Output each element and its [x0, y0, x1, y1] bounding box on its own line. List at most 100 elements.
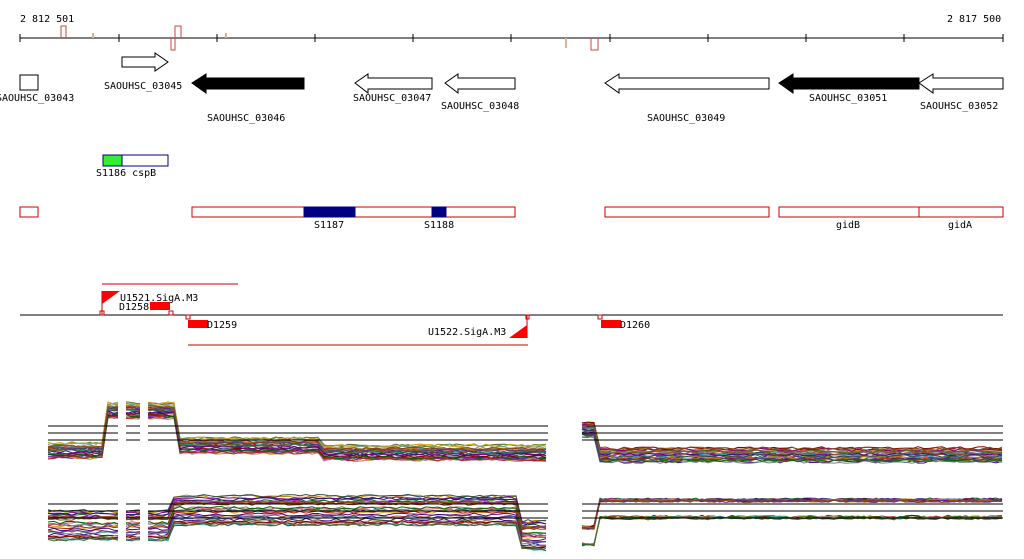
gene-saouhsc-03052[interactable]: SAOUHSC_03052: [918, 73, 1004, 112]
profile-line: [47, 408, 547, 455]
profile-line: [581, 515, 1003, 546]
profile-line: [581, 515, 1003, 547]
profile-line: [581, 497, 1003, 529]
gene-saouhsc-03045[interactable]: SAOUHSC_03045: [104, 52, 182, 92]
region-label: gidA: [948, 220, 972, 231]
region-label: gidB: [836, 220, 860, 231]
axis-start-label: 2 812 501: [20, 14, 74, 25]
profile-line: [47, 519, 547, 548]
gene-label: SAOUHSC_03051: [809, 93, 887, 104]
terminator-label: D1259: [207, 320, 237, 331]
profile-line: [581, 429, 1003, 459]
profile-line: [581, 428, 1003, 457]
gene-label: SAOUHSC_03045: [104, 81, 182, 92]
profile-line: [581, 433, 1003, 462]
profile-line: [581, 498, 1003, 529]
profile-line: [581, 426, 1003, 456]
gene-label: SAOUHSC_03052: [920, 101, 998, 112]
profile-line: [581, 515, 1003, 546]
gene-saouhsc-03049[interactable]: SAOUHSC_03049: [604, 73, 770, 124]
region-s1188[interactable]: [431, 206, 447, 218]
profile-gap: [140, 392, 148, 462]
profile-line: [581, 514, 1003, 546]
profile-line: [581, 497, 1003, 529]
profile-line: [581, 422, 1003, 451]
region-gidb[interactable]: [778, 206, 920, 218]
profile-line: [581, 516, 1003, 547]
gene-saouhsc-03047[interactable]: SAOUHSC_03047: [353, 73, 433, 104]
profile-line: [581, 498, 1003, 528]
genes-track: SAOUHSC_03043 SAOUHSC_03045 SAOUHSC_0304…: [0, 52, 1004, 124]
terminator-label: D1258: [119, 302, 149, 313]
regions-track: S1187 S1188 gidB gidA: [19, 206, 1004, 231]
gene-label: SAOUHSC_03043: [0, 93, 74, 104]
small-rna-label: S1186 cspB: [96, 168, 156, 179]
gene-saouhsc-03043[interactable]: SAOUHSC_03043: [0, 74, 74, 104]
profile-line: [47, 410, 547, 457]
region-box[interactable]: [604, 206, 770, 218]
profile-line: [581, 423, 1003, 452]
gene-label: SAOUHSC_03046: [207, 113, 285, 124]
small-rna-s1186[interactable]: S1186 cspB: [96, 154, 169, 179]
profile-line: [47, 412, 547, 459]
profile-line: [581, 424, 1003, 454]
profile-line: [47, 401, 547, 448]
profile-line: [47, 403, 547, 450]
region-gida[interactable]: [918, 206, 1004, 218]
region-label: S1188: [424, 220, 454, 231]
profile-line: [581, 498, 1003, 528]
profile-line: [47, 415, 547, 462]
axis-end-label: 2 817 500: [947, 14, 1001, 25]
profile-line: [581, 514, 1003, 546]
gene-saouhsc-03048[interactable]: SAOUHSC_03048: [441, 73, 519, 112]
profile-gap: [118, 478, 126, 548]
region-box[interactable]: [19, 206, 39, 218]
profile-line: [47, 510, 547, 538]
small-rna-track: S1186 cspB: [96, 154, 169, 179]
region-label: S1187: [314, 220, 344, 231]
promoter-label: U1522.SigA.M3: [428, 327, 506, 338]
promoter-u1522[interactable]: U1522.SigA.M3: [428, 315, 528, 338]
terminator-d1258[interactable]: D1258: [119, 302, 170, 313]
promoter-label: U1521.SigA.M3: [120, 293, 198, 304]
profile-line: [47, 505, 547, 535]
coordinate-axis: 2 812 501 2 817 500: [19, 14, 1004, 51]
profile-gap: [118, 392, 126, 462]
profile-line: [47, 500, 547, 529]
profile-line: [581, 498, 1003, 528]
profile-line: [47, 519, 547, 549]
profile-line: [47, 404, 547, 451]
profile-line: [47, 522, 547, 551]
region-s1187[interactable]: [303, 206, 356, 218]
gene-saouhsc-03051[interactable]: SAOUHSC_03051: [778, 73, 920, 104]
gene-label: SAOUHSC_03048: [441, 101, 519, 112]
gene-label: SAOUHSC_03047: [353, 93, 431, 104]
terminator-label: D1260: [620, 320, 650, 331]
profile-line: [47, 512, 547, 542]
expression-profile-bottom: [47, 478, 1003, 552]
profile-line: [47, 413, 547, 460]
profile-line: [581, 498, 1003, 529]
profile-line: [581, 515, 1003, 547]
profile-line: [581, 498, 1003, 530]
gene-label: SAOUHSC_03049: [647, 113, 725, 124]
profile-line: [581, 497, 1003, 529]
profile-gap: [140, 478, 148, 548]
expression-profile-top: [47, 392, 1003, 464]
transcription-signals-track: U1521.SigA.M3 U1522.SigA.M3 D1258 D1259 …: [20, 283, 1003, 346]
profile-line: [47, 517, 547, 547]
profile-line: [581, 515, 1003, 547]
profile-line: [47, 497, 547, 526]
terminator-d1259[interactable]: D1259: [188, 320, 237, 331]
gene-saouhsc-03046[interactable]: SAOUHSC_03046: [191, 73, 305, 124]
terminator-d1260[interactable]: D1260: [601, 320, 650, 331]
profile-line: [581, 433, 1003, 463]
profile-line: [581, 498, 1003, 529]
profile-line: [581, 499, 1003, 530]
profile-line: [581, 497, 1003, 529]
profile-line: [581, 497, 1003, 529]
profile-line: [581, 498, 1003, 528]
profile-line: [47, 408, 547, 455]
profile-line: [581, 516, 1003, 546]
